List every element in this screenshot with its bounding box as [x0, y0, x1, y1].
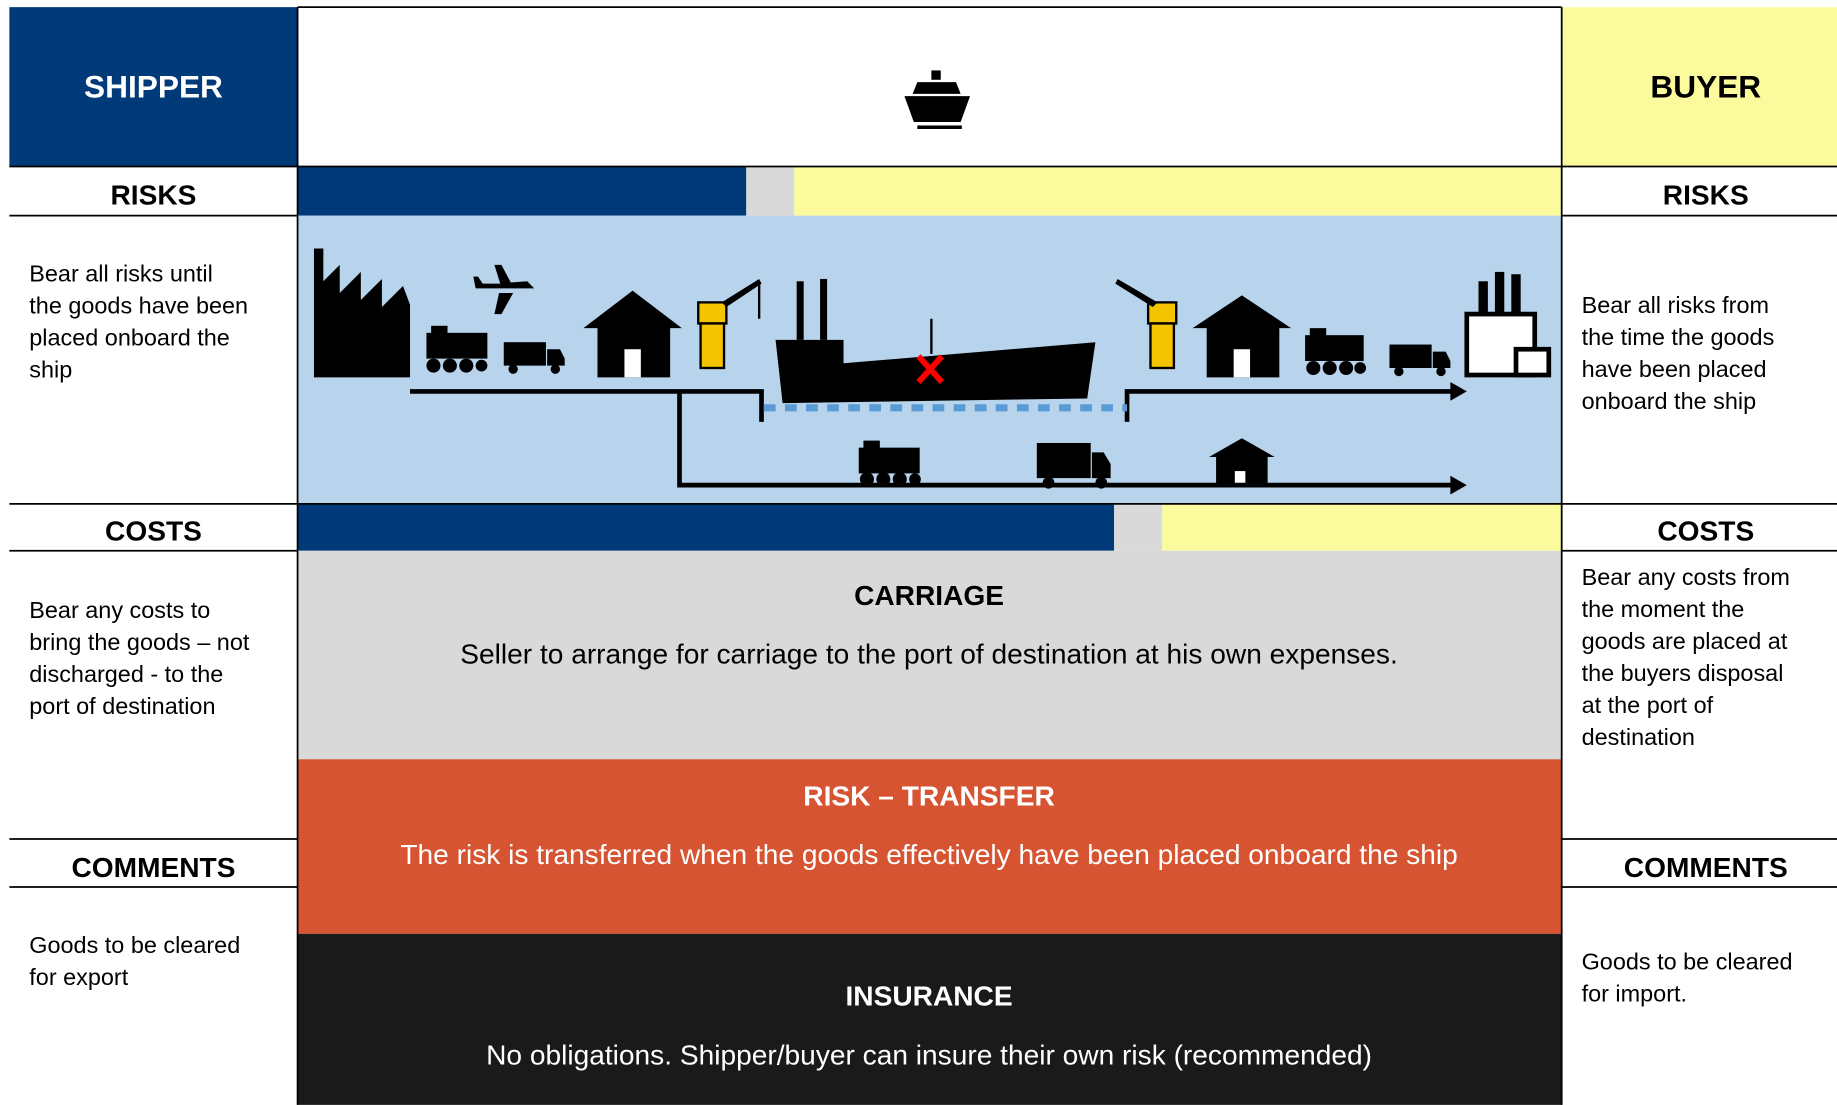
shipper-costs-label: COSTS	[105, 516, 202, 547]
shipper-risks-text-line: the goods have been	[29, 293, 248, 319]
insurance-text: No obligations. Shipper/buyer can insure…	[486, 1039, 1372, 1070]
carriage-text: Seller to arrange for carriage to the po…	[460, 639, 1398, 670]
shipper-risks-text-line: placed onboard the	[29, 325, 230, 351]
buyer-comments-label: COMMENTS	[1624, 852, 1788, 883]
cost-bar-shipper	[297, 503, 1115, 551]
transport-icons	[313, 248, 1552, 489]
shipper-costs-text-line: Bear any costs to	[29, 597, 210, 623]
shipper-risks-text-line: Bear all risks until	[29, 261, 213, 287]
buyer-title: BUYER	[1650, 69, 1761, 105]
insurance-panel	[297, 933, 1562, 1105]
buyer-comments-text-line: for import.	[1582, 980, 1687, 1006]
carriage-title: CARRIAGE	[854, 580, 1004, 611]
buyer-header	[1561, 7, 1837, 167]
shipper-header	[9, 7, 298, 167]
risk-transfer-panel	[297, 759, 1562, 934]
buyer-risks-label: RISKS	[1663, 179, 1749, 210]
arrow-heads	[1450, 382, 1467, 495]
risk-transfer-title: RISK – TRANSFER	[803, 780, 1054, 811]
buyer-costs-text-line: goods are placed at	[1582, 628, 1788, 654]
ship-icon	[904, 70, 971, 129]
shipper-risks-label: RISKS	[111, 179, 197, 210]
insurance-title: INSURANCE	[845, 981, 1012, 1012]
buyer-risks-text-line: Bear all risks from	[1582, 292, 1769, 318]
buyer-risks-text-line: have been placed	[1582, 356, 1767, 382]
shipper-costs-text-line: discharged - to the	[29, 661, 223, 687]
buyer-costs-label: COSTS	[1657, 516, 1754, 547]
cost-bar-buyer	[1162, 503, 1562, 551]
shipper-comments-text-line: Goods to be cleared	[29, 932, 240, 958]
buyer-comments-text-line: Goods to be cleared	[1582, 948, 1793, 974]
shipper-title: SHIPPER	[84, 69, 223, 105]
risk-bar-shipper	[297, 166, 747, 216]
risk-bar-transfer	[746, 166, 795, 216]
buyer-costs-text-line: the buyers disposal	[1582, 660, 1784, 686]
buyer-costs-text-line: the moment the	[1582, 596, 1745, 622]
shipper-costs-text-line: port of destination	[29, 693, 215, 719]
shipper-costs-text-line: bring the goods – not	[29, 629, 250, 655]
buyer-costs-text-line: at the port of	[1582, 692, 1714, 718]
buyer-risks-text-line: onboard the ship	[1582, 388, 1757, 414]
shipper-comments-label: COMMENTS	[71, 852, 235, 883]
buyer-costs-text-line: Bear any costs from	[1582, 564, 1790, 590]
shipper-comments-text-line: for export	[29, 964, 128, 990]
route-lines	[410, 389, 1453, 488]
buyer-risks-text-line: the time the goods	[1582, 324, 1775, 350]
shipper-risks-text-line: ship	[29, 357, 72, 383]
table-borders	[9, 6, 1837, 1105]
risk-transfer-text: The risk is transferred when the goods e…	[400, 839, 1457, 870]
buyer-costs-text-line: destination	[1582, 724, 1695, 750]
risk-bar-buyer	[794, 166, 1562, 216]
carriage-panel	[297, 550, 1562, 760]
icon-details	[624, 349, 1251, 486]
risk-transfer-point	[916, 354, 945, 385]
cost-bar-transfer	[1114, 503, 1163, 551]
